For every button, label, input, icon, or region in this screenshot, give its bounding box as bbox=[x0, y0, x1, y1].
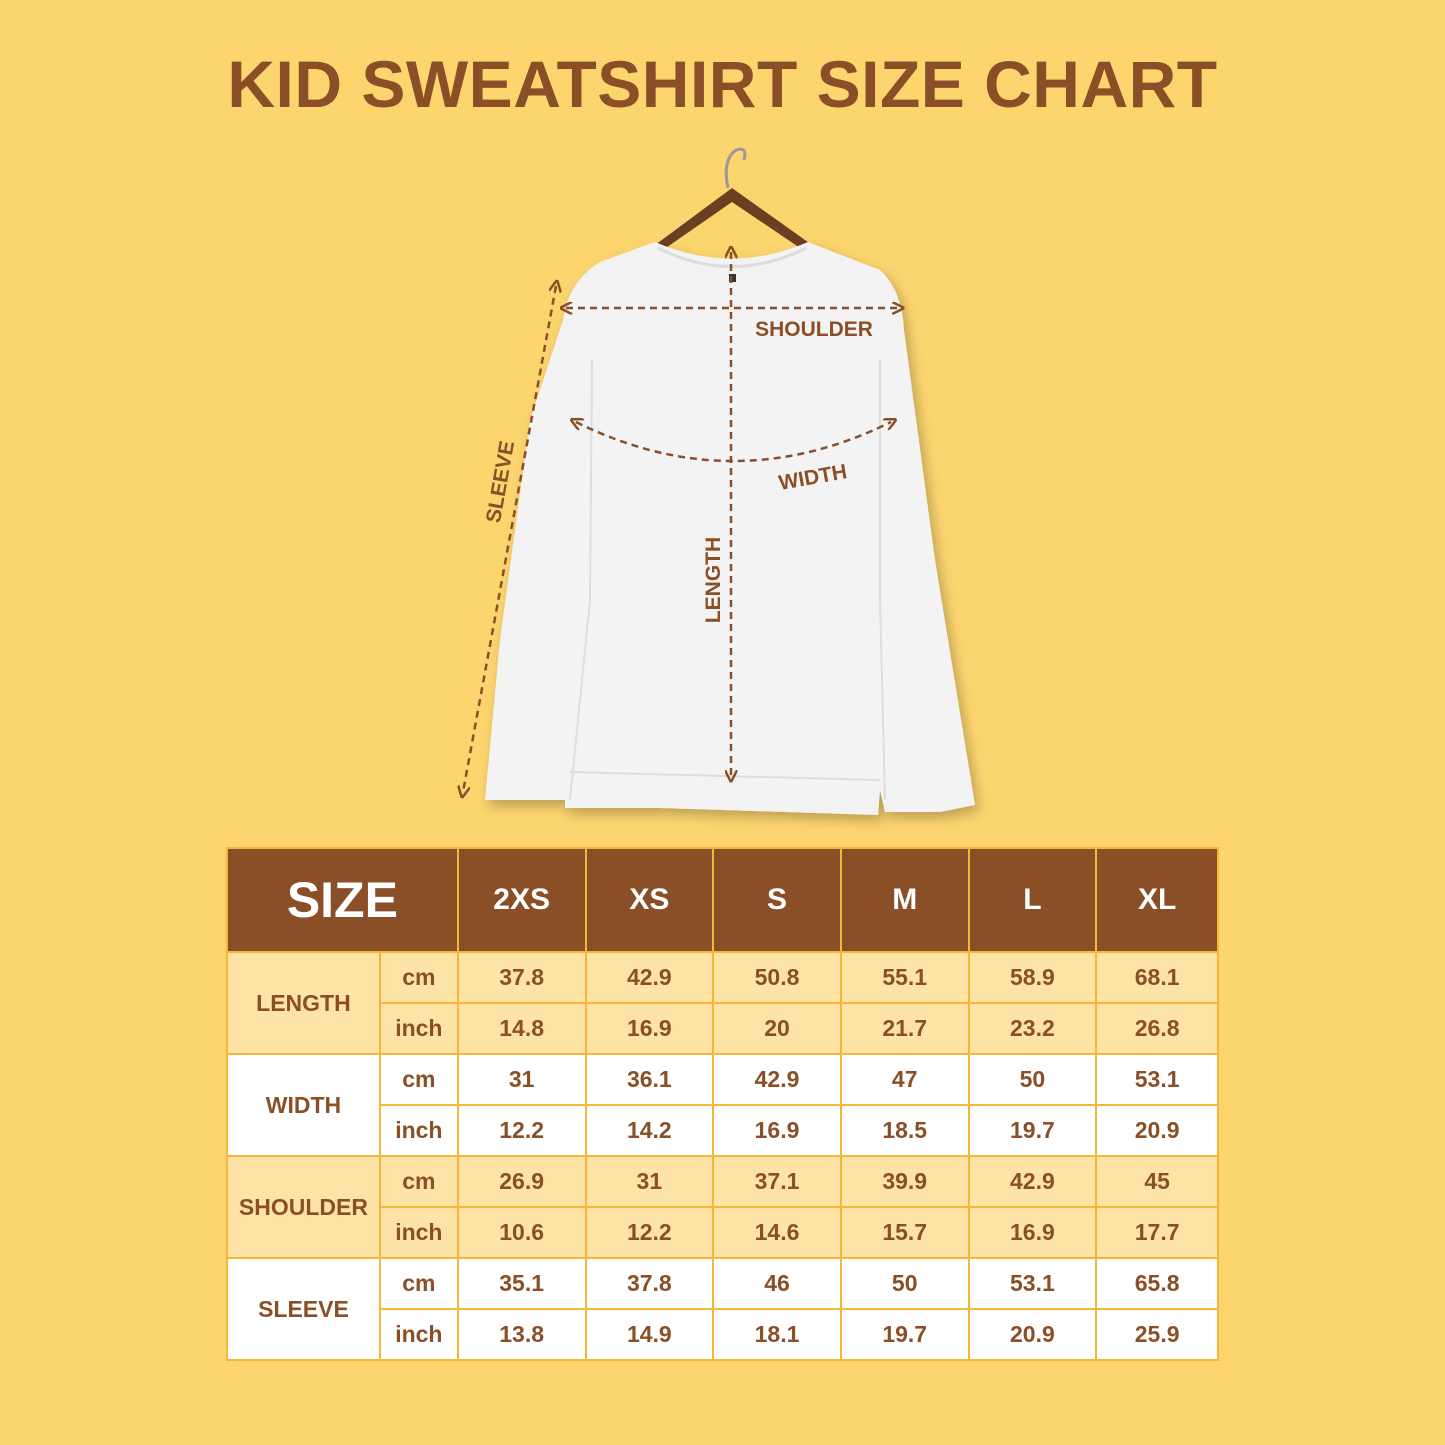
table-cell: 45 bbox=[1095, 1155, 1219, 1208]
unit-label: inch bbox=[378, 1308, 459, 1361]
table-cell: 16.9 bbox=[712, 1104, 842, 1157]
unit-label: cm bbox=[378, 1257, 459, 1310]
table-cell: 14.9 bbox=[584, 1308, 715, 1361]
length-label: LENGTH bbox=[702, 537, 725, 623]
table-row: inch 14.8 16.9 20 21.7 23.2 26.8 bbox=[227, 1002, 1219, 1055]
table-cell: 20 bbox=[712, 1002, 842, 1055]
table-cell: 35.1 bbox=[456, 1257, 587, 1310]
table-cell: 12.2 bbox=[456, 1104, 587, 1157]
table-cell: 53.1 bbox=[967, 1257, 1098, 1310]
table-cell: 14.6 bbox=[712, 1206, 842, 1259]
table-row: LENGTH cm 37.8 42.9 50.8 55.1 58.9 68.1 bbox=[226, 951, 1219, 1055]
size-table: SIZE 2XS XS S M L XL LENGTH cm 37.8 42.9 50.8 55.1… bbox=[226, 847, 1219, 1361]
unit-label: cm bbox=[378, 1053, 459, 1106]
unit-label: inch bbox=[378, 1104, 459, 1157]
table-cell: 36.1 bbox=[584, 1053, 715, 1106]
table-cell: 50 bbox=[839, 1257, 970, 1310]
table-cell: 25.9 bbox=[1095, 1308, 1219, 1361]
measure-label: SLEEVE bbox=[226, 1257, 381, 1361]
table-row: inch 10.6 12.2 14.6 15.7 16.9 17.7 bbox=[227, 1206, 1219, 1259]
table-cell: 23.2 bbox=[967, 1002, 1098, 1055]
measure-label: WIDTH bbox=[226, 1053, 381, 1157]
table-cell: 31 bbox=[584, 1155, 715, 1208]
table-cell: 68.1 bbox=[1095, 951, 1219, 1004]
table-cell: 18.1 bbox=[712, 1308, 842, 1361]
size-column-header: S bbox=[712, 847, 842, 953]
table-cell: 55.1 bbox=[839, 951, 970, 1004]
table-cell: 14.2 bbox=[584, 1104, 715, 1157]
size-column-header: 2XS bbox=[456, 847, 587, 953]
unit-label: cm bbox=[378, 1155, 459, 1208]
unit-label: cm bbox=[378, 951, 459, 1004]
page-title: KID SWEATSHIRT SIZE CHART bbox=[227, 47, 1218, 121]
table-cell: 50.8 bbox=[712, 951, 842, 1004]
table-cell: 20.9 bbox=[1095, 1104, 1219, 1157]
size-column-header: XL bbox=[1095, 847, 1219, 953]
size-column-header: XS bbox=[584, 847, 715, 953]
table-row: inch 13.8 14.9 18.1 19.7 20.9 25.9 bbox=[227, 1308, 1219, 1361]
table-row: inch 12.2 14.2 16.9 18.5 19.7 20.9 bbox=[227, 1104, 1219, 1157]
unit-label: inch bbox=[378, 1206, 459, 1259]
table-cell: 58.9 bbox=[967, 951, 1098, 1004]
size-column-header: L bbox=[967, 847, 1098, 953]
table-cell: 17.7 bbox=[1095, 1206, 1219, 1259]
table-cell: 42.9 bbox=[967, 1155, 1098, 1208]
table-row: WIDTH cm 31 36.1 42.9 47 50 53.1 bbox=[226, 1053, 1219, 1157]
table-cell: 31 bbox=[456, 1053, 587, 1106]
table-cell: 26.9 bbox=[456, 1155, 587, 1208]
hanger-icon bbox=[655, 147, 812, 252]
size-header: SIZE bbox=[226, 847, 459, 953]
unit-label: inch bbox=[378, 1002, 459, 1055]
table-cell: 47 bbox=[839, 1053, 970, 1106]
table-cell: 16.9 bbox=[584, 1002, 715, 1055]
measure-label: LENGTH bbox=[226, 951, 381, 1055]
measure-label: SHOULDER bbox=[226, 1155, 381, 1259]
table-cell: 13.8 bbox=[456, 1308, 587, 1361]
table-cell: 42.9 bbox=[712, 1053, 842, 1106]
table-cell: 37.1 bbox=[712, 1155, 842, 1208]
table-cell: 10.6 bbox=[456, 1206, 587, 1259]
size-column-header: M bbox=[839, 847, 970, 953]
table-cell: 46 bbox=[712, 1257, 842, 1310]
table-cell: 42.9 bbox=[584, 951, 715, 1004]
table-cell: 37.8 bbox=[584, 1257, 715, 1310]
sweatshirt-diagram: SHOULDER WIDTH LENGTH SLEEVE bbox=[0, 147, 975, 815]
table-header-row: SIZE 2XS XS S M L XL bbox=[226, 847, 1219, 953]
table-row: SLEEVE cm 35.1 37.8 46 50 53.1 65.8 bbox=[226, 1257, 1219, 1361]
table-cell: 39.9 bbox=[839, 1155, 970, 1208]
table-cell: 50 bbox=[967, 1053, 1098, 1106]
table-cell: 53.1 bbox=[1095, 1053, 1219, 1106]
table-cell: 16.9 bbox=[967, 1206, 1098, 1259]
table-cell: 26.8 bbox=[1095, 1002, 1219, 1055]
table-cell: 19.7 bbox=[967, 1104, 1098, 1157]
table-cell: 15.7 bbox=[839, 1206, 970, 1259]
table-cell: 18.5 bbox=[839, 1104, 970, 1157]
width-measure-line bbox=[576, 422, 891, 463]
table-cell: 19.7 bbox=[839, 1308, 970, 1361]
table-cell: 37.8 bbox=[456, 951, 587, 1004]
table-cell: 20.9 bbox=[967, 1308, 1098, 1361]
sleeve-measure-line bbox=[463, 286, 556, 792]
shoulder-label: SHOULDER bbox=[755, 318, 873, 341]
table-cell: 65.8 bbox=[1095, 1257, 1219, 1310]
table-cell: 12.2 bbox=[584, 1206, 715, 1259]
table-cell: 21.7 bbox=[839, 1002, 970, 1055]
table-row: SHOULDER cm 26.9 31 37.1 39.9 42.9 45 bbox=[226, 1155, 1219, 1259]
table-cell: 14.8 bbox=[456, 1002, 587, 1055]
